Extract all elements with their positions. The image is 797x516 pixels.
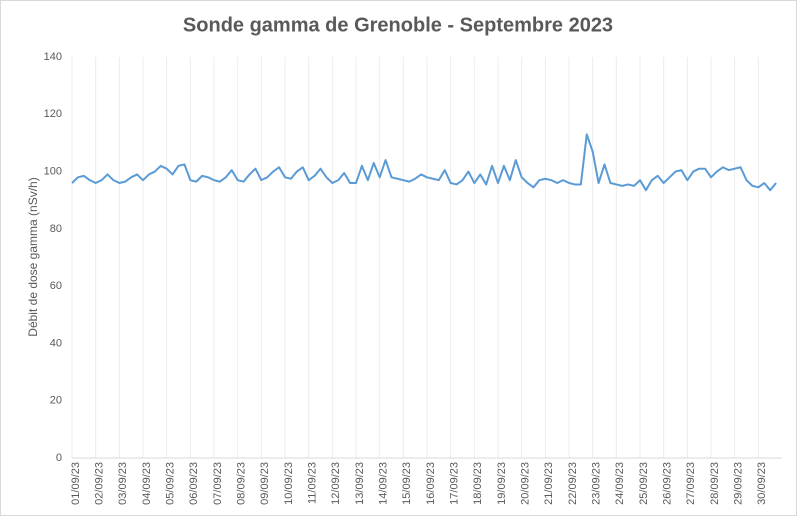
x-tick-label: 01/09/23: [70, 462, 82, 505]
x-tick-label: 20/09/23: [520, 462, 532, 505]
y-axis-label: Débit de dose gamma (nSv/h): [26, 177, 40, 336]
data-line: [71, 133, 777, 192]
y-tick-label: 140: [44, 51, 62, 63]
x-tick-label: 24/09/23: [614, 462, 626, 505]
x-tick-label: 30/09/23: [756, 462, 768, 505]
x-tick-label: 23/09/23: [591, 462, 603, 505]
x-tick-label: 14/09/23: [378, 462, 390, 505]
x-tick-label: 17/09/23: [449, 462, 461, 505]
x-tick-label: 04/09/23: [141, 462, 153, 505]
x-tick-label: 27/09/23: [685, 462, 697, 505]
y-tick-label: 60: [50, 280, 62, 292]
x-tick-label: 10/09/23: [283, 462, 295, 505]
x-tick-label: 16/09/23: [425, 462, 437, 505]
x-tick-label: 13/09/23: [354, 462, 366, 505]
x-tick-label: 02/09/23: [94, 462, 106, 505]
x-tick-label: 06/09/23: [188, 462, 200, 505]
x-tick-label: 29/09/23: [733, 462, 745, 505]
y-tick-label: 0: [56, 452, 62, 464]
x-tick-label: 12/09/23: [330, 462, 342, 505]
x-tick-label: 19/09/23: [496, 462, 508, 505]
chart-title: Sonde gamma de Grenoble - Septembre 2023: [183, 14, 613, 36]
x-tick-label: 05/09/23: [165, 462, 177, 505]
x-tick-label: 09/09/23: [259, 462, 271, 505]
x-tick-label: 15/09/23: [401, 462, 413, 505]
x-tick-label: 18/09/23: [472, 462, 484, 505]
x-tick-label: 03/09/23: [117, 462, 129, 505]
x-tick-label: 07/09/23: [212, 462, 224, 505]
x-tick-label: 08/09/23: [236, 462, 248, 505]
x-tick-label: 22/09/23: [567, 462, 579, 505]
x-tick-label: 28/09/23: [709, 462, 721, 505]
y-tick-label: 100: [44, 165, 62, 177]
x-tick-label: 21/09/23: [543, 462, 555, 505]
y-tick-label: 20: [50, 395, 62, 407]
x-tick-label: 25/09/23: [638, 462, 650, 505]
x-tick-label: 26/09/23: [662, 462, 674, 505]
x-tick-label: 11/09/23: [307, 462, 319, 504]
y-tick-label: 40: [50, 337, 62, 349]
y-tick-label: 80: [50, 223, 62, 235]
y-tick-label: 120: [44, 108, 62, 120]
